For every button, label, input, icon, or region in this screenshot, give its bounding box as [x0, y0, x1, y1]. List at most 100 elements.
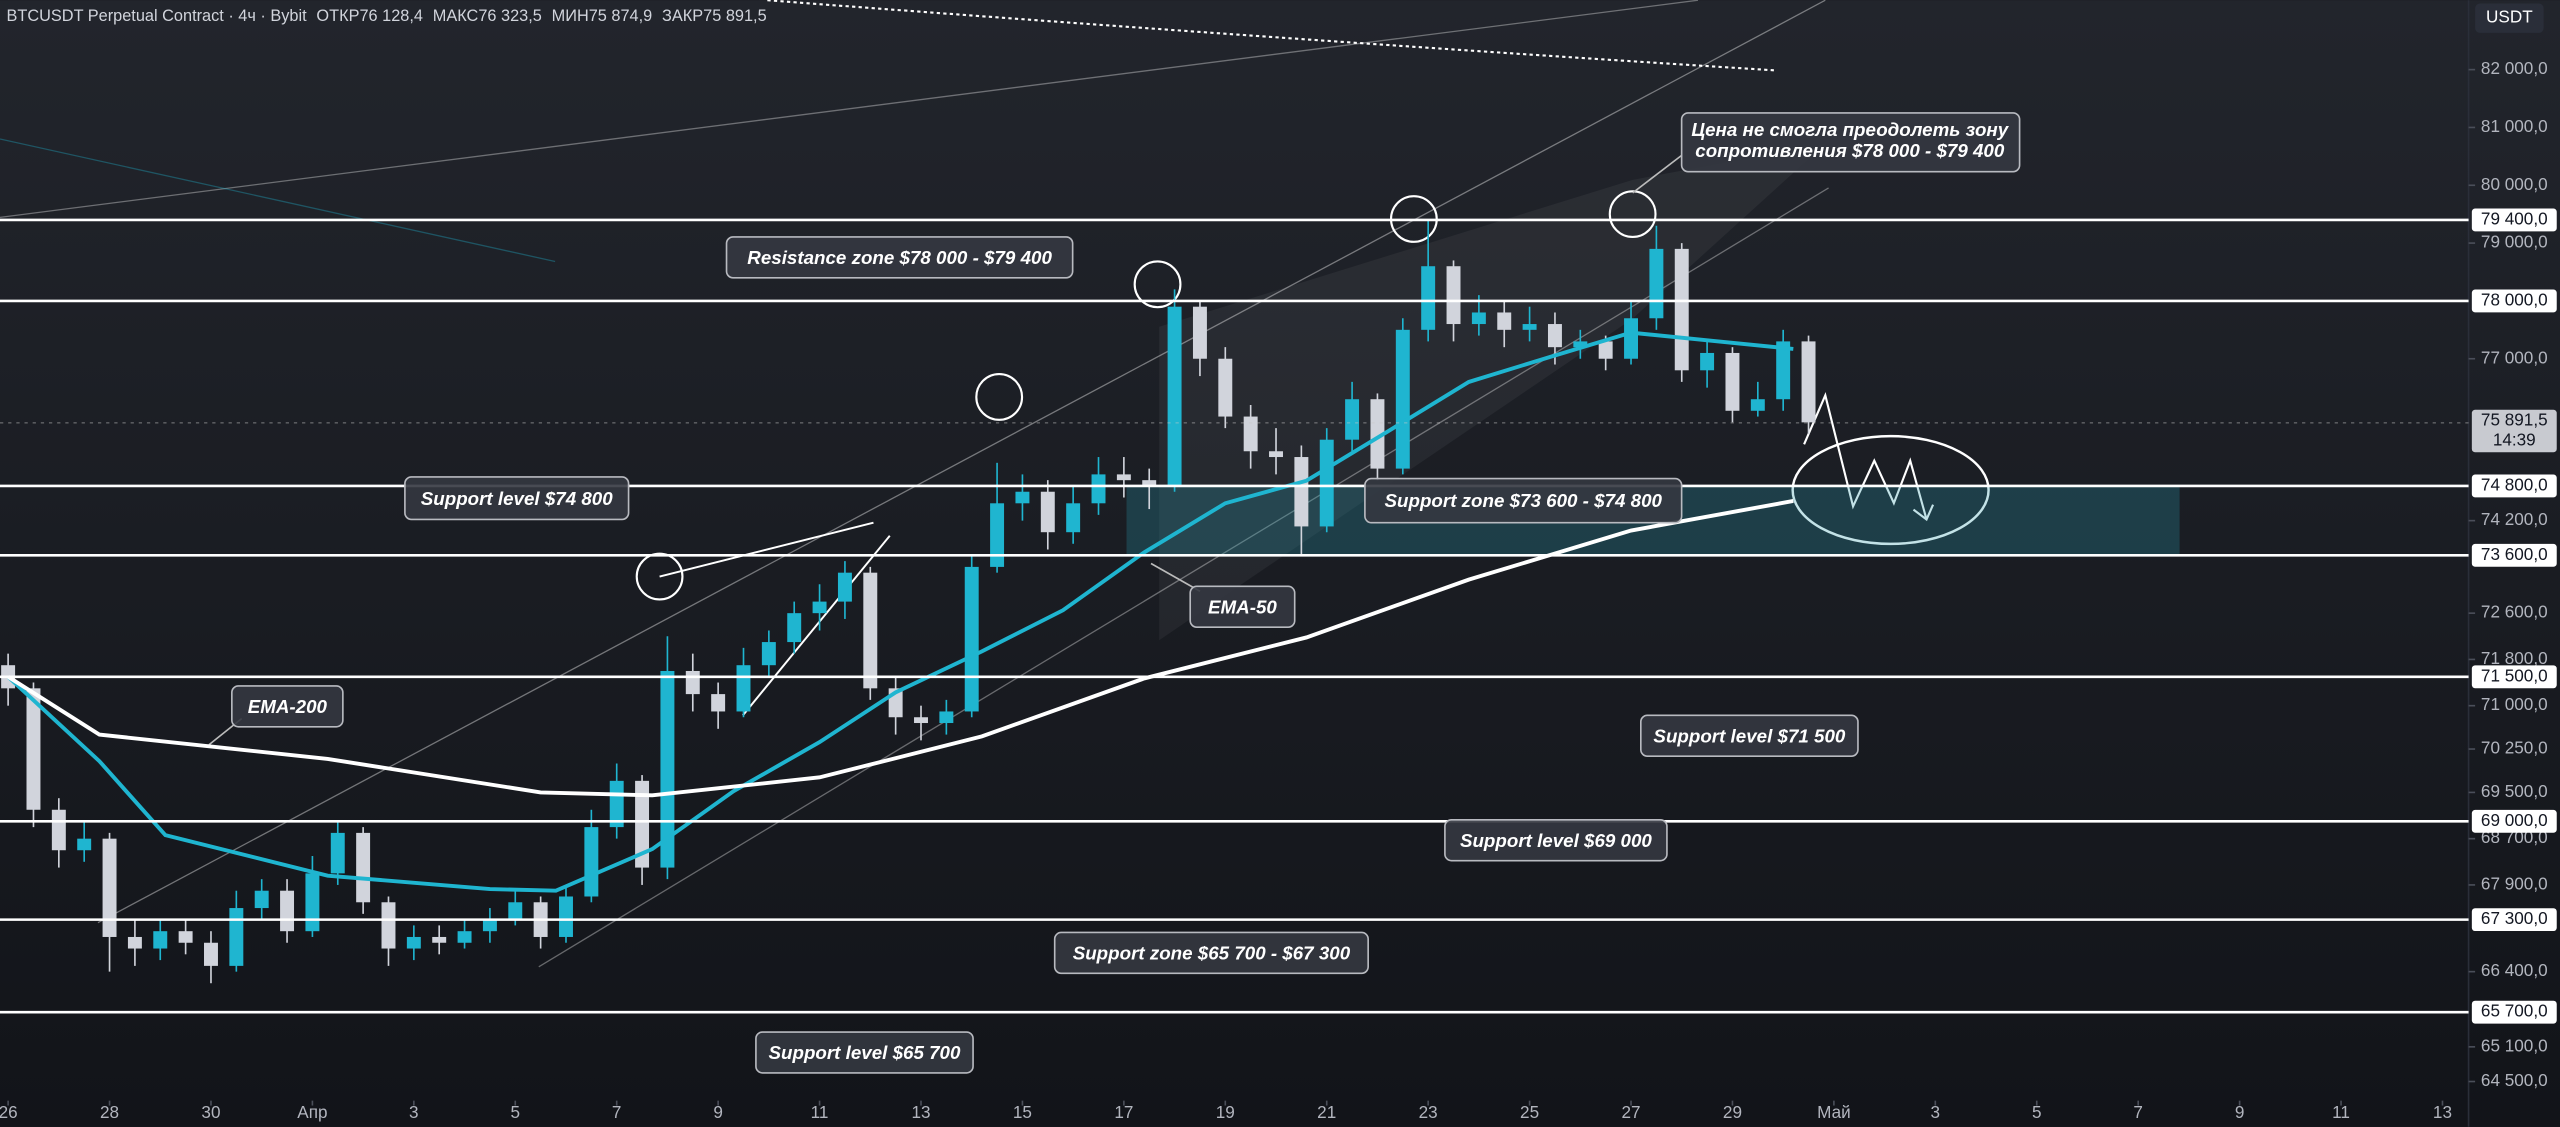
candle-body [1700, 352, 1715, 371]
candle-body [1370, 399, 1385, 469]
symbol: BTCUSDT Perpetual Contract · 4ч · Bybit [7, 7, 308, 25]
x-tick-label: 15 [1013, 1102, 1032, 1122]
header-high-label: МАКС [433, 7, 479, 25]
x-tick-label: 27 [1621, 1102, 1640, 1122]
candle-body [229, 908, 244, 966]
candle-body [1167, 306, 1182, 486]
candle-body [863, 572, 878, 689]
header-high: 76 323,5 [478, 7, 541, 25]
annotation: Support zone $73 600 - $74 800 [1385, 490, 1663, 511]
countdown: 14:39 [2493, 429, 2536, 449]
x-tick-label: 13 [911, 1102, 930, 1122]
plot: 64 500,065 100,066 400,067 900,068 700,0… [0, 58, 2557, 1122]
x-tick-label: 7 [2133, 1102, 2143, 1122]
candle-body [964, 566, 979, 712]
annotation: Support level $65 700 [769, 1042, 961, 1063]
candle-body [1015, 491, 1030, 504]
candle-body [1446, 266, 1461, 325]
x-tick-label: 17 [1114, 1102, 1133, 1122]
candle-body [914, 717, 928, 724]
candle-body [1116, 474, 1131, 481]
annotation-box [1364, 477, 1683, 524]
candle-body [1624, 318, 1639, 359]
candle-body [77, 838, 92, 851]
x-tick-label: 7 [612, 1102, 622, 1122]
candle-body [787, 613, 802, 643]
last-price-label: 75 891,5 [2481, 410, 2548, 430]
currency: USDT [2486, 7, 2533, 27]
ema-callout-box [231, 685, 344, 728]
candle-body [1395, 329, 1410, 469]
y-tick-label: 69 500,0 [2481, 781, 2548, 801]
x-tick-label: 21 [1317, 1102, 1336, 1122]
y-tick-label: 74 200,0 [2481, 509, 2548, 529]
note-line: Цена не смогла преодолеть зону [1691, 119, 2009, 140]
candle-body [761, 642, 776, 666]
header-close-label: ЗАКР [662, 7, 703, 25]
annotation-box [1053, 931, 1369, 975]
candle-body [1091, 474, 1106, 504]
x-tick-label: 29 [1723, 1102, 1742, 1122]
level-label-box [2471, 665, 2557, 689]
x-tick-label: 19 [1216, 1102, 1235, 1122]
y-tick-label: 71 000,0 [2481, 694, 2548, 714]
candle-body [584, 827, 599, 897]
candle-body [280, 890, 295, 932]
candle-body [660, 670, 675, 868]
note-box [1680, 112, 2021, 173]
candle-body [736, 665, 751, 712]
candle-body [330, 832, 345, 874]
annotation: Support level $71 500 [1653, 725, 1845, 746]
candle-body [1269, 451, 1283, 458]
x-tick-label: 3 [409, 1102, 419, 1122]
y-tick-label: 71 800,0 [2481, 648, 2548, 668]
x-tick-label: 9 [2235, 1102, 2245, 1122]
candle-body [51, 809, 66, 851]
candle-body [1674, 248, 1689, 371]
y-tick-label: 64 500,0 [2481, 1070, 2548, 1090]
ema-callout: EMA-50 [1208, 596, 1277, 617]
candle-body [1218, 358, 1233, 417]
candle-body [381, 902, 396, 949]
candle-body [837, 572, 852, 602]
level-label: 79 400,0 [2481, 208, 2548, 228]
level-label: 74 800,0 [2481, 474, 2548, 494]
level-label: 65 700,0 [2481, 1001, 2548, 1021]
currency-button [2475, 3, 2544, 33]
candle-body [153, 931, 168, 949]
x-tick-label: 5 [511, 1102, 521, 1122]
annotation-box [755, 1031, 974, 1074]
candle-body [1497, 312, 1512, 330]
x-tick-label: 5 [2032, 1102, 2042, 1122]
candle-body [1421, 266, 1436, 330]
annotation-box [1444, 819, 1668, 862]
candle-body [1066, 503, 1081, 533]
annotation-box [404, 476, 630, 521]
candle-body [1319, 439, 1334, 527]
candle-body [1192, 306, 1207, 359]
candle-body [635, 780, 650, 868]
candle-body [1294, 457, 1309, 527]
x-tick-label: 30 [201, 1102, 220, 1122]
y-tick-label: 67 900,0 [2481, 873, 2548, 893]
x-tick-label: 28 [100, 1102, 119, 1122]
candle-body [508, 902, 523, 920]
candle-body [685, 670, 700, 695]
level-label-box [2471, 208, 2557, 232]
candle-body [990, 503, 1005, 567]
candle-body [254, 890, 269, 909]
candle-body [457, 931, 472, 943]
x-tick-label: 3 [1931, 1102, 1941, 1122]
y-tick-label: 80 000,0 [2481, 174, 2548, 194]
header-open-label: ОТКР [316, 7, 359, 25]
level-label: 67 300,0 [2481, 908, 2548, 928]
candle-body [305, 873, 320, 932]
candle-body [1598, 341, 1613, 359]
level-label-box [2471, 908, 2557, 932]
annotation-box [725, 236, 1074, 279]
y-tick-label: 66 400,0 [2481, 960, 2548, 980]
note-line: сопротивления $78 000 - $79 400 [1695, 140, 2005, 161]
candle-body [102, 838, 117, 937]
level-label-box [2471, 474, 2557, 498]
